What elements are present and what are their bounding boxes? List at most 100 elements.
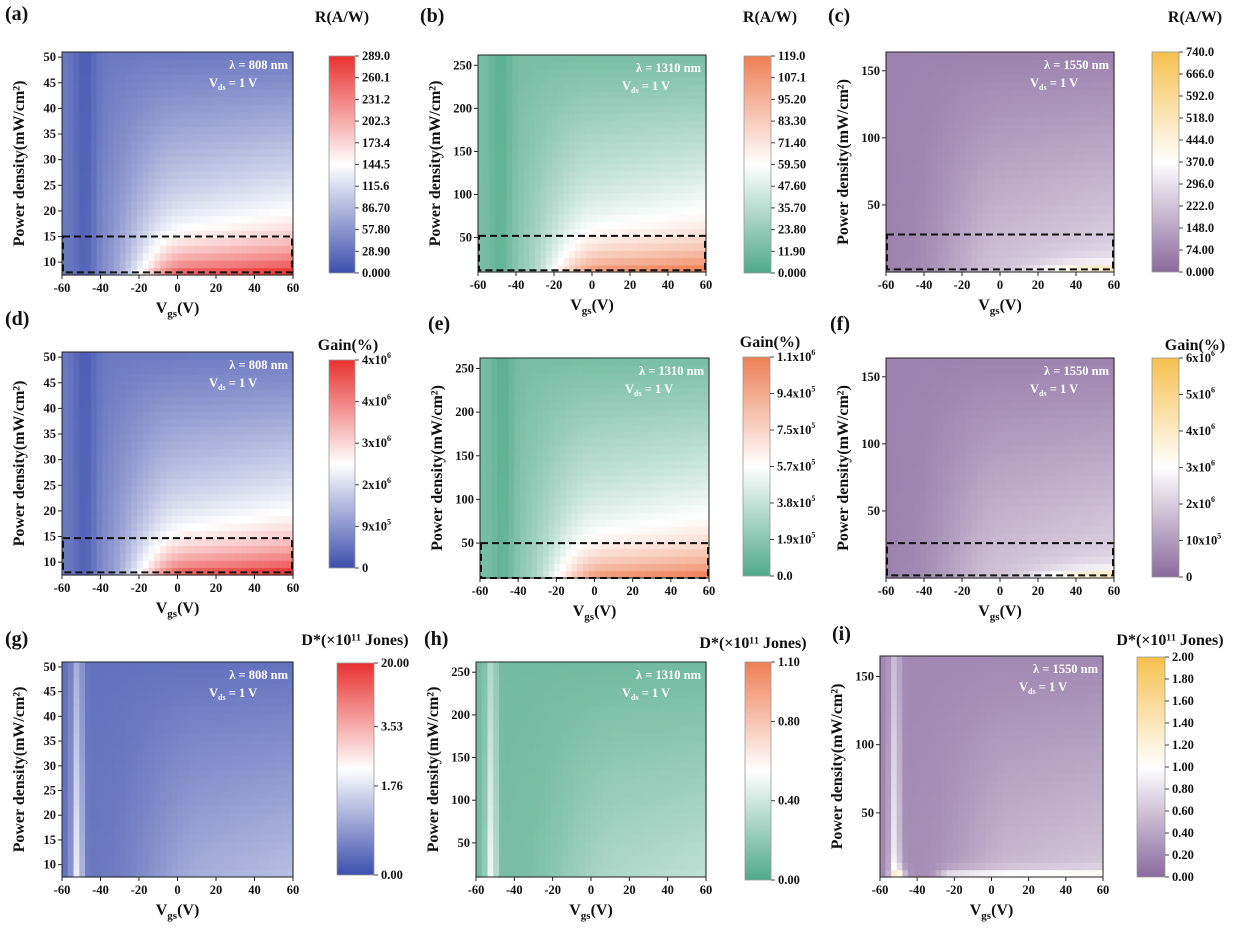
heatmap-cell — [931, 81, 938, 90]
heatmap-cell — [546, 235, 553, 244]
heatmap-cell — [631, 192, 639, 201]
heatmap-cell — [1057, 66, 1064, 75]
heatmap-cell — [85, 222, 92, 231]
heatmap-cell — [626, 120, 633, 128]
heatmap-cell — [62, 126, 69, 135]
heatmap-cell — [694, 250, 701, 259]
heatmap-cell — [478, 156, 485, 165]
heatmap-cell — [649, 264, 656, 273]
heatmap-cell — [235, 111, 242, 120]
heatmap-cell — [994, 66, 1001, 75]
heatmap-cell — [194, 245, 202, 254]
heatmap-cell — [569, 257, 576, 266]
heatmap-cell — [597, 156, 604, 165]
heatmap-cell — [563, 192, 570, 201]
heatmap-cell — [241, 118, 248, 127]
heatmap-cell — [183, 148, 190, 157]
heatmap-cell — [666, 163, 673, 172]
heatmap-cell — [142, 104, 150, 113]
heatmap-cell — [113, 560, 121, 569]
heatmap-cell — [700, 120, 707, 128]
heatmap-cell — [246, 245, 254, 254]
heatmap-cell — [563, 206, 570, 215]
heatmap-cell — [891, 110, 898, 119]
heatmap-cell — [1045, 147, 1052, 156]
heatmap-cell — [217, 133, 225, 142]
heatmap-cell — [1017, 110, 1024, 119]
heatmap-cell — [925, 242, 933, 251]
heatmap-cell — [891, 52, 898, 60]
heatmap-cell — [119, 366, 127, 375]
heatmap-cell — [603, 98, 610, 107]
heatmap-cell — [154, 366, 161, 375]
x-tick-label: 20 — [210, 281, 223, 295]
heatmap-cell — [500, 62, 508, 71]
heatmap-cell — [937, 206, 944, 214]
heatmap-cell — [977, 59, 984, 68]
heatmap-cell — [1079, 52, 1087, 60]
heatmap-cell — [194, 389, 202, 398]
heatmap-cell — [954, 59, 961, 68]
heatmap-cell — [694, 185, 701, 194]
heatmap-cell — [79, 456, 86, 465]
heatmap-cell — [1102, 110, 1109, 119]
heatmap-cell — [154, 222, 161, 231]
heatmap-cell — [683, 62, 690, 71]
heatmap-cell — [252, 352, 259, 361]
heatmap-cell — [177, 222, 184, 231]
heatmap-cell — [1057, 206, 1064, 214]
heatmap-cell — [609, 177, 616, 186]
heatmap-cell — [626, 177, 633, 186]
heatmap-cell — [903, 235, 910, 244]
heatmap-cell — [258, 515, 265, 524]
heatmap-cell — [200, 215, 207, 224]
heatmap-cell — [154, 237, 161, 246]
heatmap-cell — [252, 433, 259, 442]
heatmap-cell — [269, 59, 277, 68]
heatmap-cell — [891, 88, 898, 97]
heatmap-cell — [119, 411, 127, 420]
heatmap-cell — [1039, 110, 1047, 119]
heatmap-cell — [683, 228, 690, 237]
heatmap-cell — [540, 235, 547, 244]
heatmap-cell — [229, 508, 236, 517]
heatmap-cell — [649, 134, 656, 143]
heatmap-cell — [931, 103, 938, 112]
heatmap-cell — [982, 81, 990, 90]
heatmap-cell — [517, 177, 525, 186]
heatmap-cell — [241, 111, 248, 120]
heatmap-cell — [154, 352, 161, 361]
heatmap-cell — [1062, 176, 1069, 185]
heatmap-cell — [177, 418, 184, 427]
heatmap-cell — [229, 381, 236, 390]
heatmap-cell — [223, 66, 231, 75]
heatmap-cell — [1068, 257, 1075, 266]
heatmap-cell — [943, 147, 950, 156]
heatmap-cell — [620, 120, 627, 128]
heatmap-cell — [258, 96, 265, 105]
heatmap-cell — [925, 66, 933, 75]
heatmap-cell — [119, 396, 127, 405]
heatmap-cell — [1068, 154, 1075, 163]
panel-letter: (c) — [828, 5, 850, 27]
heatmap-cell — [281, 59, 288, 68]
heatmap-cell — [137, 81, 144, 90]
heatmap-cell — [142, 396, 150, 405]
heatmap-cell — [891, 235, 898, 244]
heatmap-cell — [212, 178, 219, 187]
heatmap-cell — [569, 134, 576, 143]
heatmap-cell — [165, 66, 173, 75]
heatmap-cell — [212, 200, 219, 209]
heatmap-cell — [287, 500, 294, 509]
heatmap-cell — [62, 245, 69, 254]
heatmap-cell — [1017, 176, 1024, 185]
heatmap-cell — [62, 396, 69, 405]
heatmap-cell — [517, 69, 525, 78]
vds-sub: ds — [631, 86, 639, 95]
heatmap-cell — [557, 149, 565, 157]
heatmap-cell — [189, 426, 196, 435]
heatmap-cell — [160, 96, 167, 105]
heatmap-cell — [206, 252, 213, 261]
heatmap-cell — [189, 508, 196, 517]
heatmap-cell — [119, 74, 127, 83]
